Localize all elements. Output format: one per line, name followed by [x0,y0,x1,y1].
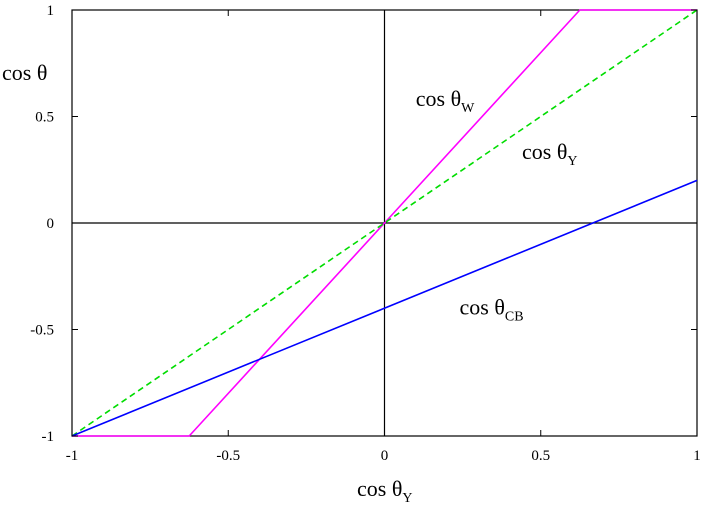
series-line-cb [71,179,698,437]
series-label-y: cos θY [522,139,578,169]
x-tick-label: 0.5 [531,448,550,464]
y-tick-label: 0.5 [35,110,54,126]
label-layer: cos θW cos θY cos θCB [416,86,578,325]
y-tick-label: -0.5 [30,323,54,339]
tick-layer: -1 -0.5 0 0.5 1 -1 -0.5 0 0.5 1 [30,3,701,464]
series-label-w: cos θW [416,86,475,116]
x-tick-label: -1 [66,448,79,464]
series-line-w [72,9,697,437]
y-tick-label: 0 [47,216,55,232]
y-tick-label: 1 [47,3,55,19]
series-layer [71,9,698,437]
y-tick-label: -1 [42,429,55,445]
series-label-cb: cos θCB [460,295,524,325]
x-tick-label: 1 [693,448,701,464]
x-tick-label: 0 [381,448,389,464]
y-axis-label: cos θ [2,60,47,85]
series-line-y [71,9,698,437]
x-axis-label: cos θY [357,476,413,506]
x-tick-label: -0.5 [216,448,240,464]
